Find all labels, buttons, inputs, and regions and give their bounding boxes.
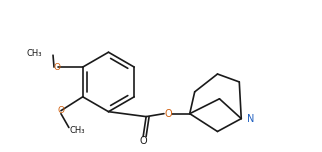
Text: N: N — [247, 114, 255, 124]
Text: CH₃: CH₃ — [70, 126, 85, 135]
Text: CH₃: CH₃ — [27, 49, 42, 58]
Text: O: O — [53, 63, 61, 72]
Text: O: O — [164, 109, 172, 119]
Text: O: O — [57, 106, 64, 115]
Text: O: O — [139, 136, 147, 146]
